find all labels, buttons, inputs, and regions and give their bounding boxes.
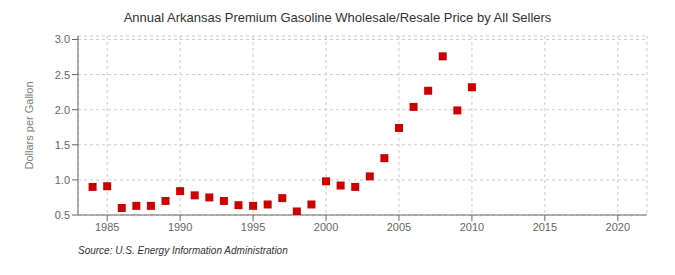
svg-text:1.0: 1.0 [55,174,70,186]
svg-text:2000: 2000 [314,221,338,233]
svg-text:2005: 2005 [387,221,411,233]
svg-text:2020: 2020 [606,221,630,233]
svg-text:1985: 1985 [95,221,119,233]
svg-text:1.5: 1.5 [55,139,70,151]
svg-text:3.0: 3.0 [55,33,70,45]
svg-text:1990: 1990 [168,221,192,233]
svg-text:2015: 2015 [533,221,557,233]
svg-text:2.5: 2.5 [55,69,70,81]
svg-text:2.0: 2.0 [55,104,70,116]
svg-text:1995: 1995 [241,221,265,233]
svg-text:2010: 2010 [460,221,484,233]
html-text:Source: U.S. Energy Informatio: Source: U.S. Energy Information Administ… [78,245,288,256]
html-text:Annual Arkansas Premium Gasoli: Annual Arkansas Premium Gasoline Wholesa… [123,10,552,25]
svg-text:0.5: 0.5 [55,209,70,221]
svg-text:Dollars per Gallon: Dollars per Gallon [23,81,35,169]
